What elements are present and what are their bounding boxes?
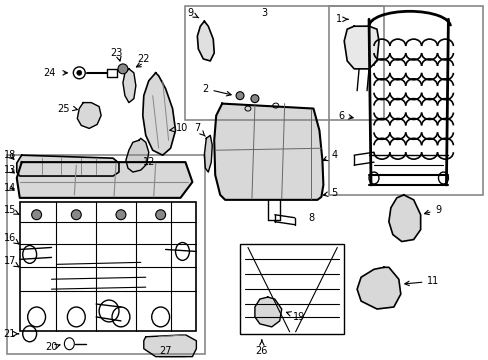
- Bar: [20, 202, 196, 331]
- Ellipse shape: [118, 64, 128, 74]
- Text: 15: 15: [3, 205, 19, 215]
- Text: 4: 4: [323, 150, 337, 161]
- Text: 6: 6: [338, 111, 352, 121]
- Polygon shape: [17, 155, 119, 176]
- Text: 25: 25: [57, 104, 69, 113]
- Text: 3: 3: [261, 8, 267, 18]
- Text: 12: 12: [142, 157, 155, 167]
- Ellipse shape: [250, 95, 258, 103]
- Polygon shape: [122, 69, 136, 103]
- Text: 14: 14: [4, 183, 16, 193]
- Text: 9: 9: [187, 8, 198, 18]
- Text: 18: 18: [4, 150, 16, 160]
- Text: 23: 23: [110, 48, 122, 58]
- Bar: [328, 6, 482, 195]
- Ellipse shape: [236, 92, 244, 100]
- Text: 16: 16: [4, 233, 19, 244]
- Text: 10: 10: [169, 123, 188, 134]
- Ellipse shape: [155, 210, 165, 220]
- Ellipse shape: [116, 210, 126, 220]
- Polygon shape: [204, 135, 212, 172]
- Polygon shape: [254, 297, 281, 327]
- Ellipse shape: [71, 210, 81, 220]
- Polygon shape: [344, 26, 378, 69]
- Polygon shape: [197, 21, 214, 61]
- Text: 13: 13: [4, 165, 16, 175]
- Text: 22: 22: [137, 54, 150, 64]
- Ellipse shape: [77, 70, 81, 75]
- Polygon shape: [17, 162, 192, 198]
- Text: 9: 9: [424, 205, 441, 215]
- Polygon shape: [356, 267, 400, 309]
- Bar: [7, 155, 205, 354]
- Text: 21: 21: [3, 329, 16, 339]
- Text: 5: 5: [323, 188, 337, 198]
- Polygon shape: [142, 73, 175, 155]
- Ellipse shape: [32, 210, 41, 220]
- Text: 1: 1: [336, 14, 347, 24]
- Text: 8: 8: [308, 213, 314, 223]
- Polygon shape: [388, 195, 420, 242]
- Polygon shape: [77, 103, 101, 129]
- Polygon shape: [143, 335, 196, 357]
- Polygon shape: [126, 138, 148, 172]
- Bar: [185, 6, 383, 121]
- Bar: [240, 244, 344, 334]
- Polygon shape: [214, 104, 323, 200]
- Text: 11: 11: [404, 276, 439, 286]
- Text: 26: 26: [255, 340, 267, 356]
- Text: 7: 7: [194, 123, 205, 136]
- Text: 17: 17: [3, 256, 19, 267]
- Text: 20: 20: [45, 342, 58, 352]
- Text: 27: 27: [159, 346, 171, 356]
- Text: 24: 24: [43, 68, 56, 78]
- Text: 2: 2: [202, 84, 231, 96]
- Text: 19: 19: [286, 312, 305, 322]
